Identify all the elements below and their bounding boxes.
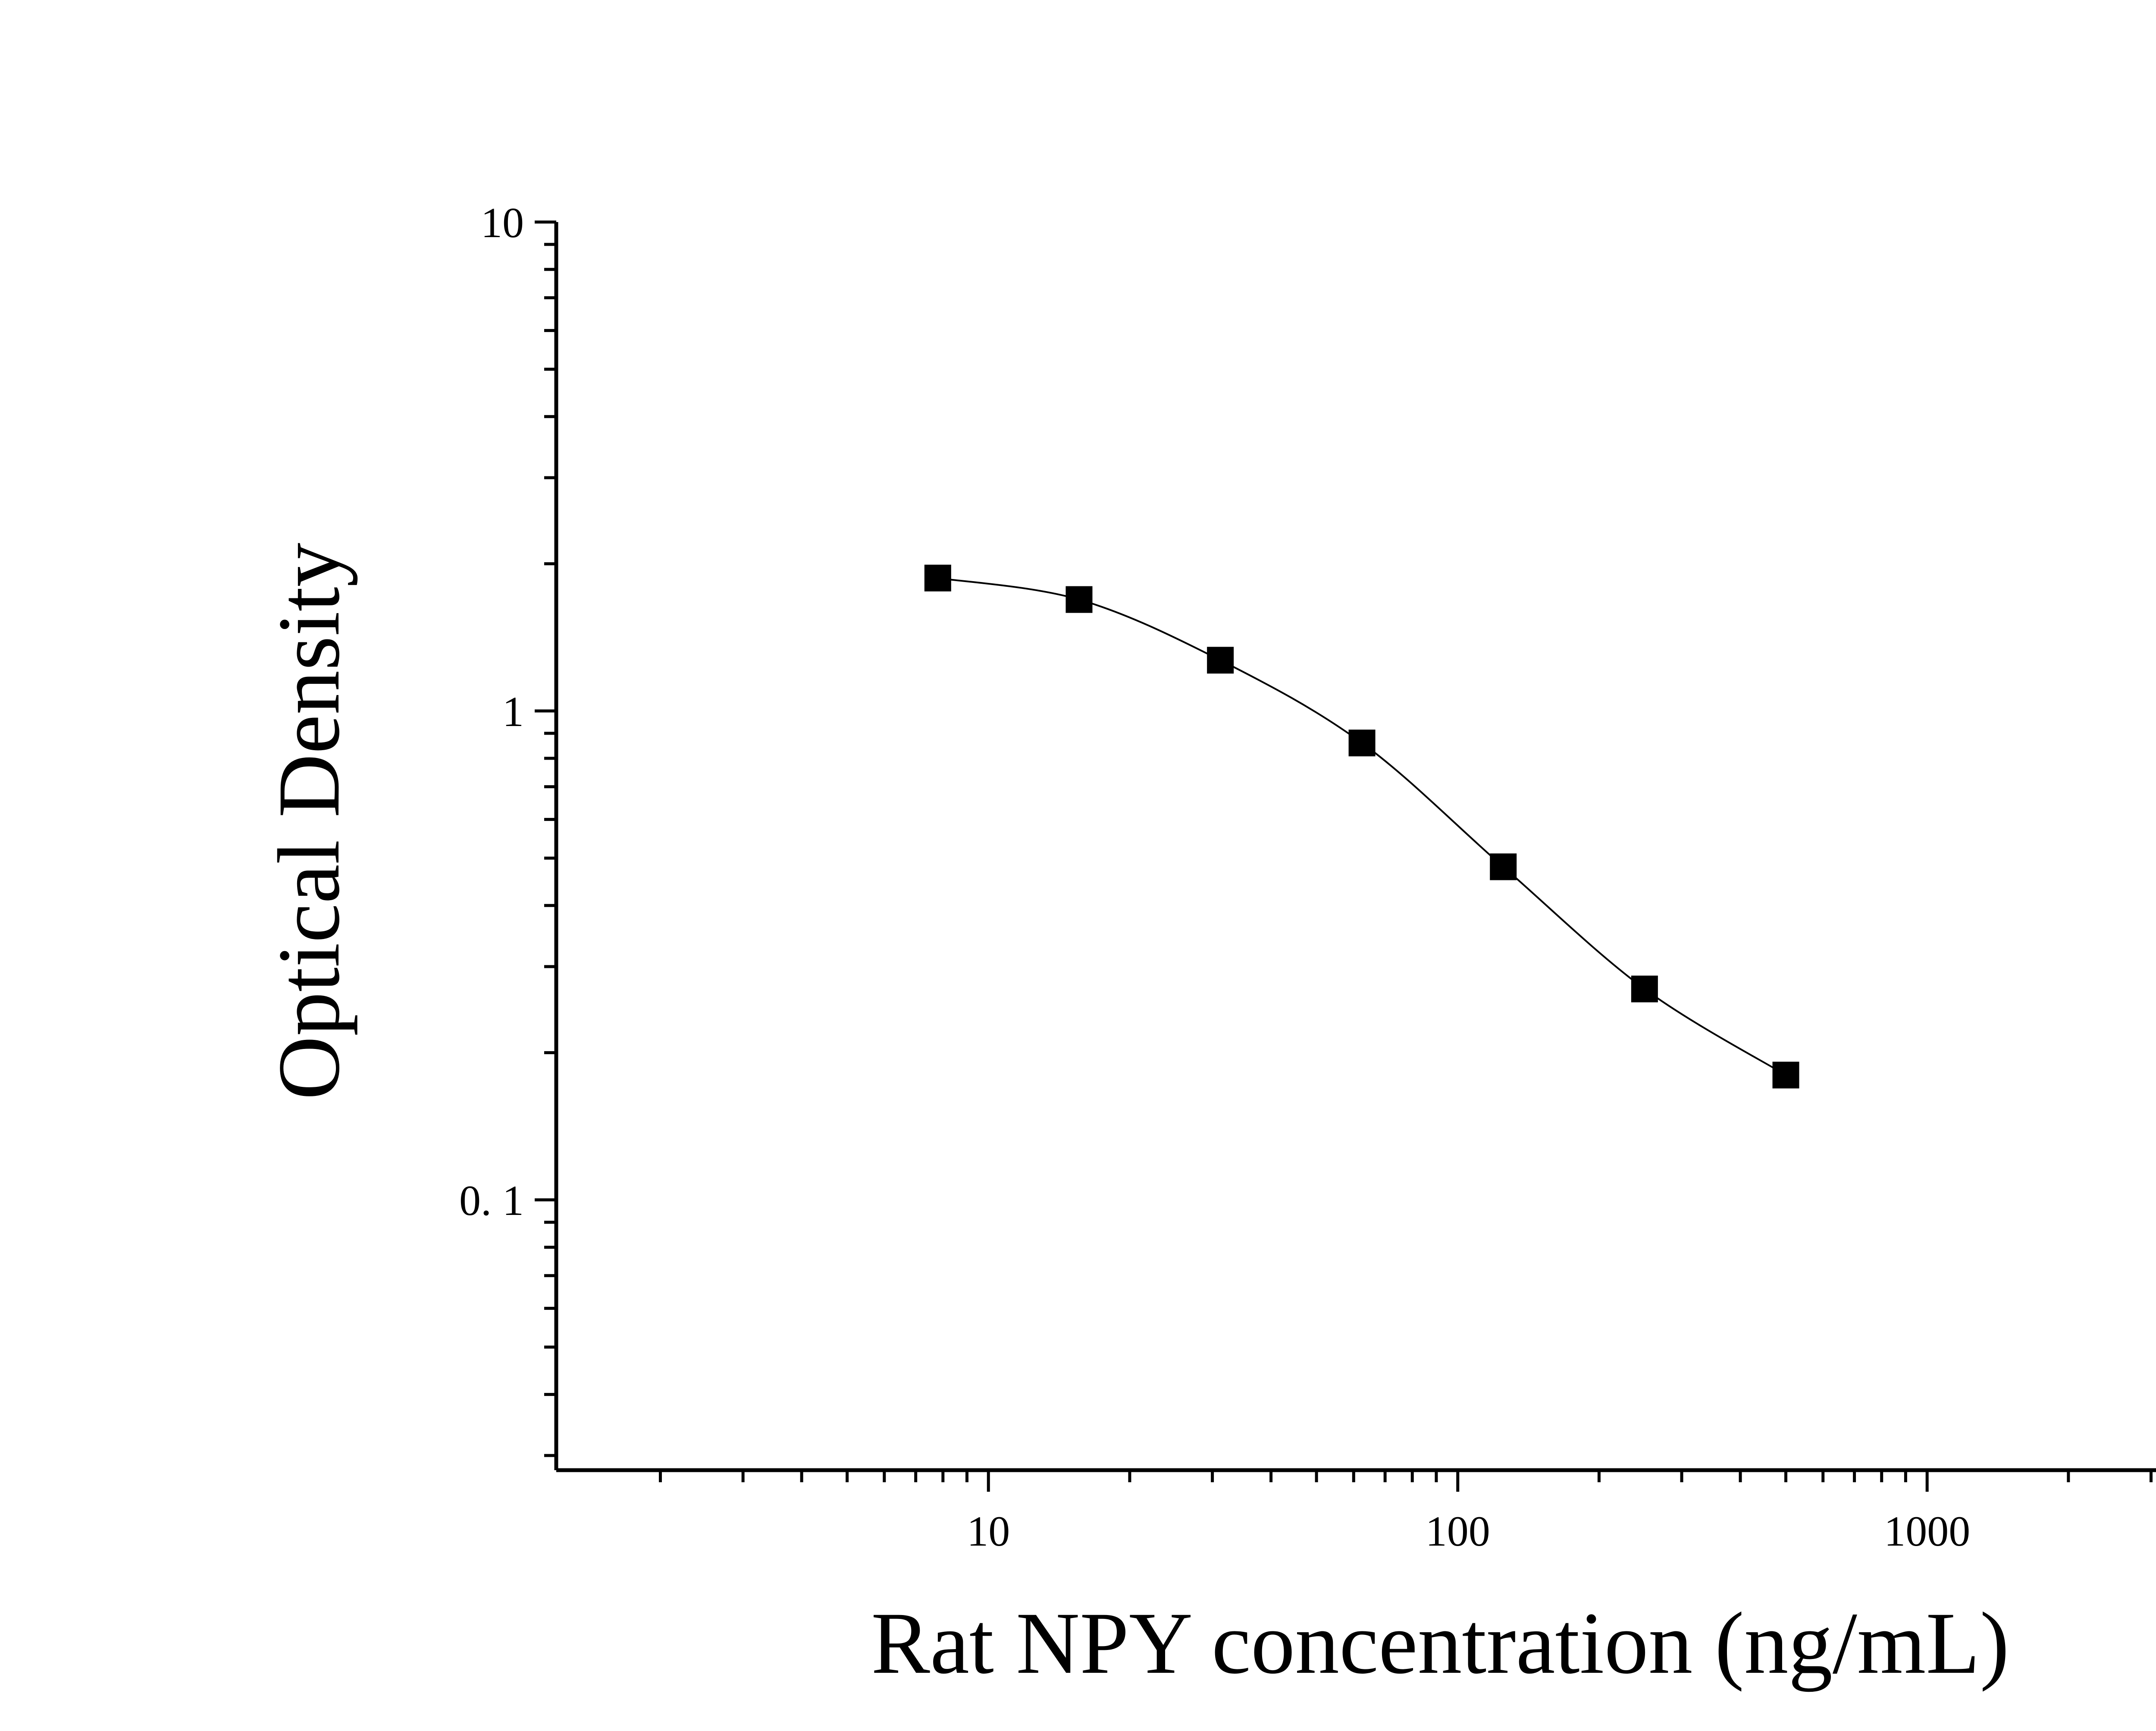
data-point	[924, 564, 951, 592]
data-point	[1631, 975, 1658, 1002]
y-axis-title: Optical Density	[260, 543, 358, 1100]
data-point	[1207, 647, 1234, 674]
x-tick-label: 1000	[1884, 1507, 1970, 1555]
y-tick-label: 1	[502, 688, 524, 736]
fit-curve	[937, 577, 1786, 1076]
x-tick-label: 10	[967, 1507, 1010, 1555]
data-point	[1772, 1061, 1799, 1089]
y-tick-label: 10	[481, 199, 524, 247]
data-point	[1348, 729, 1376, 757]
data-point	[1490, 853, 1517, 880]
y-tick-label: 0. 1	[459, 1177, 524, 1224]
data-point	[1065, 586, 1093, 613]
x-tick-label: 100	[1426, 1507, 1490, 1555]
x-axis-title: Rat NPY concentration (ng/mL)	[871, 1594, 2009, 1692]
